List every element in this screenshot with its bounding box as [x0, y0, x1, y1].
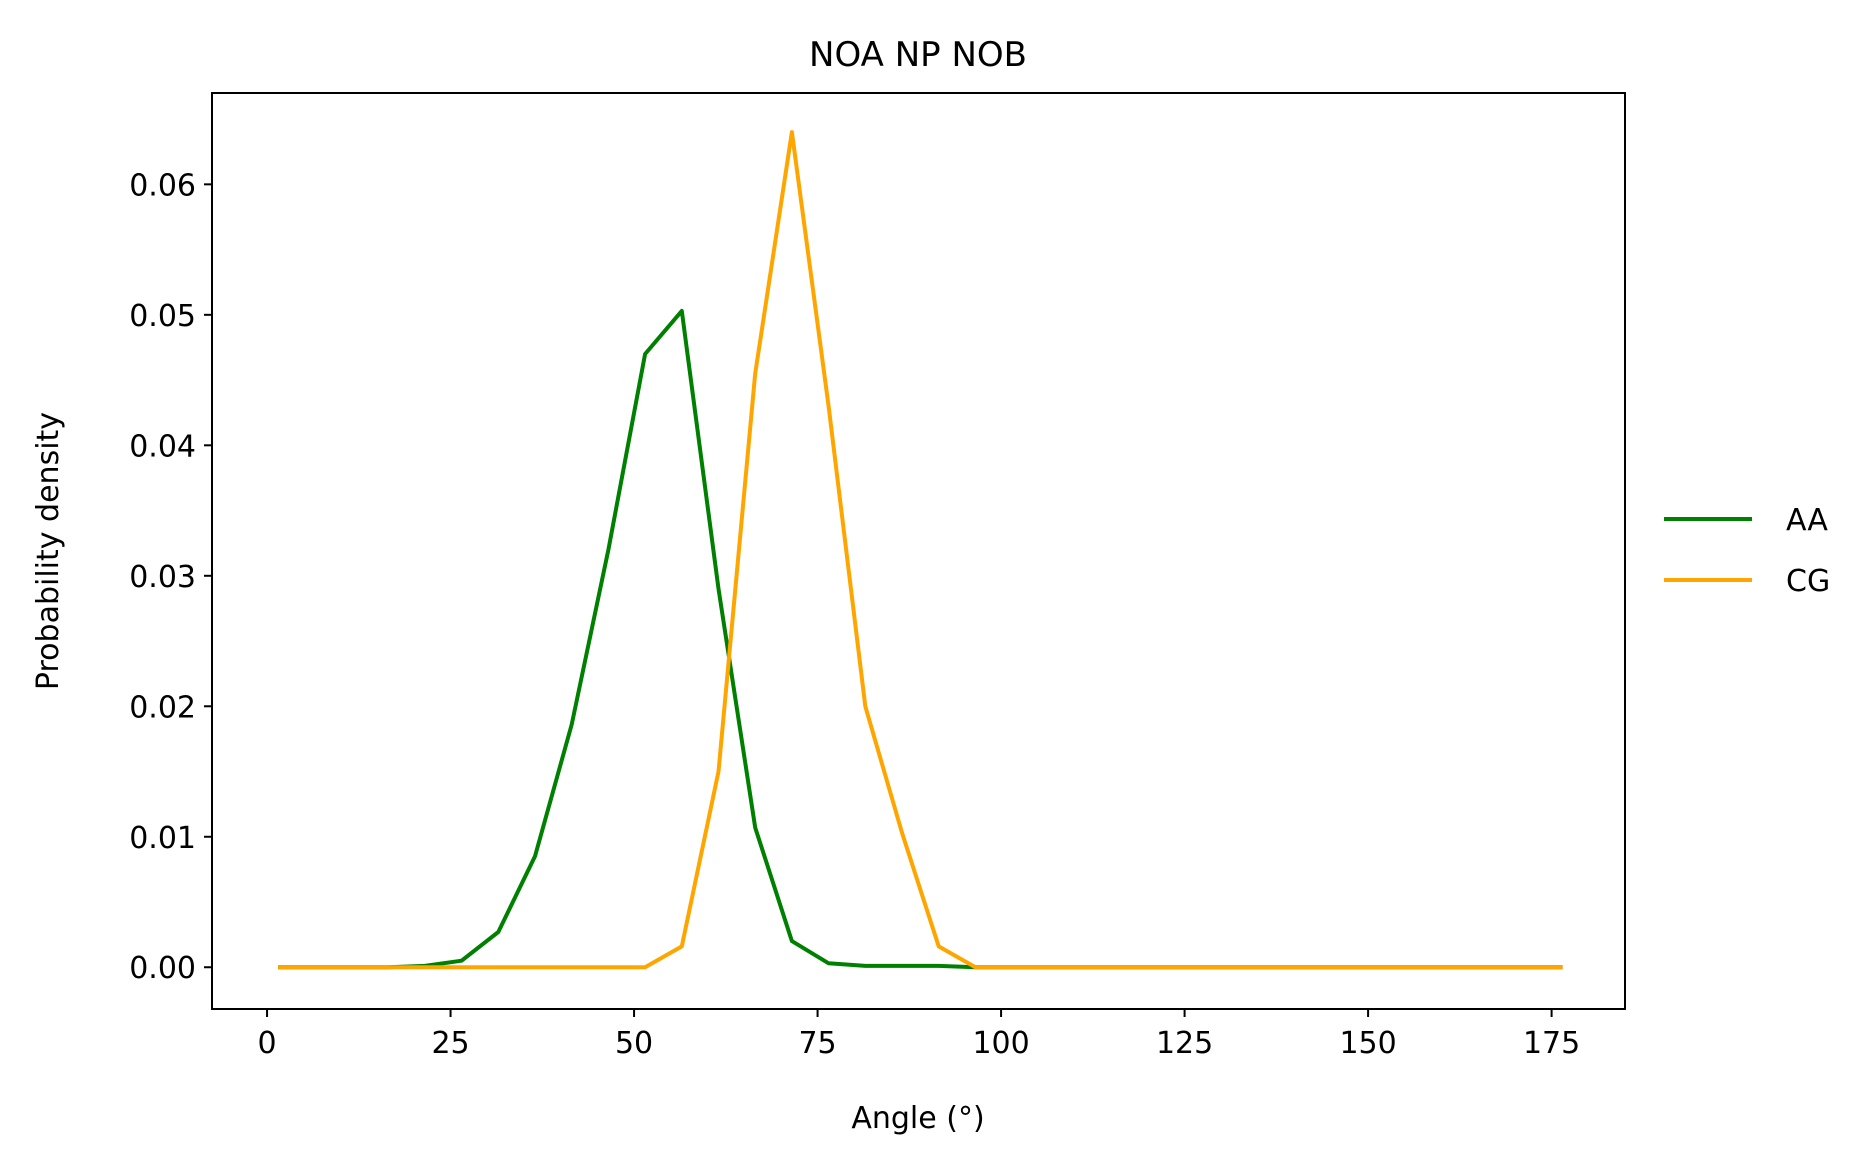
x-tick-label: 25 [431, 1026, 469, 1061]
y-tick-label: 0.01 [129, 821, 196, 856]
series-line-cg [278, 130, 1563, 970]
x-tick-label: 100 [972, 1026, 1029, 1061]
plot-area [212, 93, 1625, 1009]
y-tick-label: 0.04 [129, 429, 196, 464]
x-tick-label: 0 [258, 1026, 277, 1061]
y-axis: 0.00 0.01 0.02 0.03 0.04 0.05 0.06 [129, 168, 212, 986]
x-tick-label: 50 [615, 1026, 653, 1061]
x-tick-label: 150 [1339, 1026, 1396, 1061]
y-tick-label: 0.05 [129, 299, 196, 334]
x-tick-label: 175 [1523, 1026, 1580, 1061]
x-tick-label: 75 [798, 1026, 836, 1061]
legend: AA CG [1664, 503, 1830, 599]
series-layer [278, 130, 1563, 970]
y-tick-label: 0.03 [129, 560, 196, 595]
legend-label-aa: AA [1786, 503, 1828, 538]
y-tick-label: 0.00 [129, 951, 196, 986]
plot-frame [211, 92, 1626, 1010]
x-axis: 0 25 50 75 100 125 150 175 [258, 1009, 1580, 1061]
chart-title: NOA NP NOB [809, 35, 1027, 75]
y-axis-label: Probability density [31, 412, 66, 690]
x-axis-label: Angle (°) [851, 1101, 984, 1136]
legend-label-cg: CG [1786, 564, 1830, 599]
y-tick-label: 0.06 [129, 168, 196, 203]
y-tick-label: 0.02 [129, 690, 196, 725]
x-tick-label: 125 [1156, 1026, 1213, 1061]
